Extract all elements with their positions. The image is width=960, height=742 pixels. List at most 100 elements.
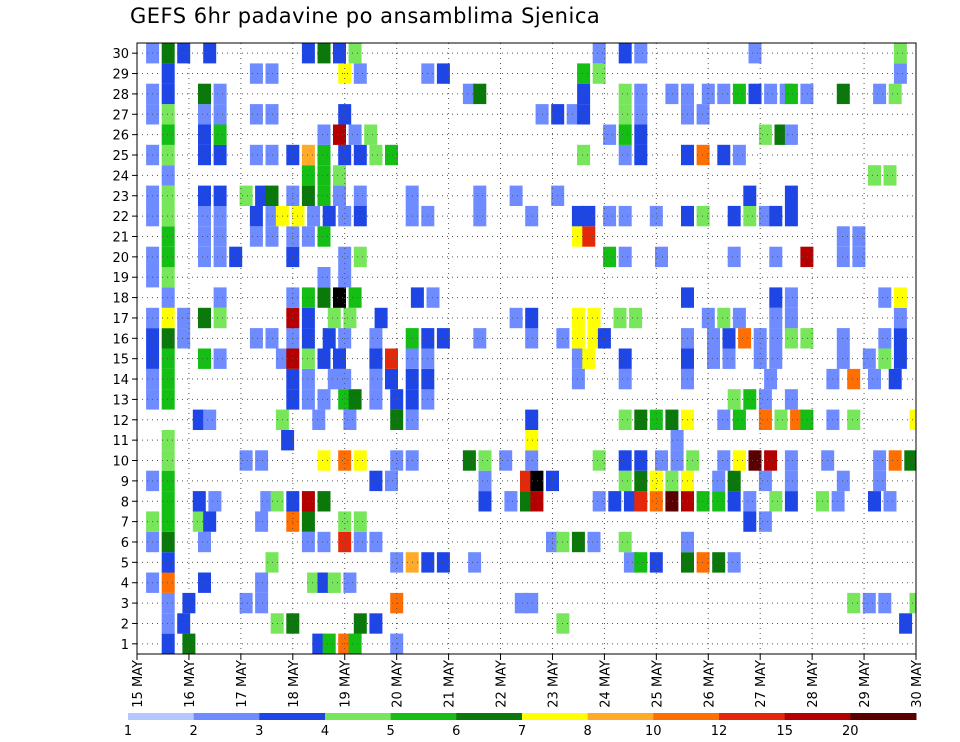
heatmap-cell (732, 144, 746, 166)
heatmap-cell (203, 511, 217, 532)
heatmap-cell (301, 348, 315, 369)
x-tick-label: 23 MAY (546, 660, 561, 708)
heatmap-cell (764, 450, 778, 471)
heatmap-cell (198, 307, 211, 329)
heatmap-cell (852, 246, 866, 268)
heatmap-cell (301, 307, 315, 329)
heatmap-cell (577, 63, 591, 84)
colorbar-label: 15 (776, 724, 793, 739)
heatmap-cell (774, 124, 788, 145)
heatmap-cell (161, 348, 175, 369)
heatmap-cell (255, 511, 269, 532)
heatmap-cell (592, 63, 606, 84)
heatmap-cell (873, 450, 887, 471)
heatmap-cell (769, 205, 783, 227)
heatmap-cell (198, 83, 211, 105)
x-tick-label: 18 MAY (287, 660, 302, 708)
heatmap-cell (769, 246, 783, 268)
heatmap-cell (525, 592, 539, 614)
heatmap-cell (338, 368, 352, 390)
heatmap-cell (655, 450, 668, 471)
heatmap-cell (364, 124, 378, 145)
y-tick-label: 10 (112, 455, 129, 470)
heatmap-cell (301, 511, 315, 532)
heatmap-cell (161, 83, 175, 105)
heatmap-cell (198, 144, 211, 166)
heatmap-cell (836, 83, 850, 105)
colorbar-swatch (784, 713, 851, 720)
heatmap-cell (634, 470, 648, 492)
plot-frame (136, 42, 917, 655)
heatmap-cell (831, 491, 845, 512)
heatmap-cell (618, 83, 632, 105)
y-axis: 1234567891011121314151617181920212223242… (112, 47, 137, 653)
heatmap-cell (161, 328, 175, 349)
heatmap-cell (758, 470, 772, 492)
heatmap-cell (717, 144, 731, 166)
heatmap-cell (348, 124, 362, 145)
heatmap-cell (509, 185, 523, 206)
heatmap-cell (198, 124, 211, 145)
heatmap-cell (514, 592, 528, 614)
heatmap-cell (369, 470, 383, 492)
heatmap-cell (577, 104, 591, 125)
x-tick-label: 17 MAY (235, 660, 250, 708)
heatmap-cell (893, 43, 907, 64)
heatmap-cell (717, 307, 731, 329)
heatmap-cell (312, 409, 326, 430)
heatmap-cell (732, 307, 746, 329)
heatmap-cell (317, 389, 331, 410)
heatmap-cell (618, 470, 632, 492)
heatmap-cell (592, 43, 606, 64)
heatmap-cell (301, 185, 315, 206)
heatmap-cell (213, 104, 227, 125)
heatmap-cell (623, 552, 637, 573)
heatmap-cell (390, 409, 404, 430)
heatmap-cell (161, 633, 175, 654)
heatmap-cell (353, 63, 367, 84)
heatmap-cell (577, 144, 591, 166)
heatmap-cell (649, 470, 663, 492)
heatmap-cell (608, 491, 622, 512)
heatmap-cell (317, 348, 331, 369)
heatmap-cell (192, 511, 206, 532)
heatmap-cell (161, 592, 175, 614)
heatmap-cell (893, 328, 907, 349)
heatmap-cell (784, 491, 798, 512)
heatmap-cell (249, 205, 263, 227)
heatmap-cell (198, 572, 211, 593)
heatmap-cell (161, 43, 175, 64)
heatmap-cell (784, 389, 798, 410)
heatmap-cell (390, 450, 404, 471)
y-tick-label: 23 (112, 190, 129, 205)
heatmap-cell (790, 409, 804, 430)
heatmap-cell (338, 450, 352, 471)
heatmap-cell (784, 205, 798, 227)
y-tick-label: 30 (112, 47, 129, 62)
heatmap-cell (634, 43, 648, 64)
heatmap-cell (743, 205, 757, 227)
heatmap-cell (888, 368, 902, 390)
heatmap-cell (436, 552, 450, 573)
heatmap-cell (478, 491, 492, 512)
heatmap-cell (878, 328, 892, 349)
heatmap-cell (161, 205, 175, 227)
heatmap-cell (800, 328, 814, 349)
heatmap-cell (322, 328, 336, 349)
heatmap-cell (758, 124, 772, 145)
heatmap-cell (338, 531, 352, 553)
heatmap-cell (758, 389, 772, 410)
heatmap-cell (198, 226, 211, 247)
heatmap-cell (836, 328, 850, 349)
heatmap-cell (322, 633, 336, 654)
heatmap-cell (525, 409, 539, 430)
heatmap-cell (784, 185, 798, 206)
heatmap-cell (743, 491, 757, 512)
heatmap-cell (333, 287, 346, 308)
heatmap-cell (161, 450, 175, 471)
heatmap-cell (369, 368, 383, 390)
heatmap-cell (582, 205, 596, 227)
y-tick-label: 28 (112, 88, 129, 103)
colorbar-swatch (719, 713, 786, 720)
heatmap-cell (727, 246, 741, 268)
